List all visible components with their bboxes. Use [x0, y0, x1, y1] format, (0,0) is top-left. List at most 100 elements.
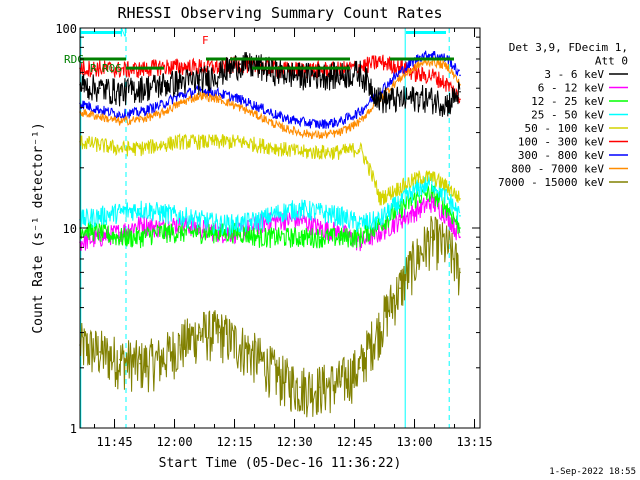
data-point-8-16	[399, 287, 401, 290]
data-point-3-5	[179, 215, 181, 217]
data-point-8-19	[447, 246, 449, 249]
data-point-6-4	[159, 104, 161, 107]
series-line-0	[79, 52, 461, 117]
data-point-6-12	[319, 123, 321, 126]
data-point-3-9	[259, 218, 261, 221]
data-point-1-17	[419, 207, 421, 210]
legend-label-6: 300 - 800 keV	[518, 149, 604, 162]
data-point-0-13	[339, 74, 341, 77]
data-point-0-16	[399, 98, 401, 101]
data-point-6-20	[459, 74, 461, 77]
data-point-0-10	[279, 71, 281, 74]
annotation-1: F	[202, 34, 209, 47]
annotation-3: R	[90, 62, 97, 75]
legend-label-3: 25 - 50 keV	[531, 109, 604, 122]
data-point-0-7	[219, 71, 221, 74]
data-point-5-17	[419, 74, 421, 77]
legend-header-1: Att 0	[595, 55, 628, 68]
data-point-8-5	[179, 344, 181, 346]
data-point-2-2	[119, 236, 121, 238]
series-line-3	[79, 174, 461, 237]
data-point-0-14	[359, 71, 361, 74]
data-point-3-7	[219, 222, 221, 225]
data-point-8-7	[219, 331, 221, 334]
data-point-4-6	[199, 140, 201, 143]
x-tick-label-4: 12:45	[336, 435, 372, 449]
y-axis-label: Count Rate (s⁻¹ detector⁻¹)	[31, 122, 46, 333]
x-tick-label-3: 12:30	[276, 435, 312, 449]
data-point-8-17	[419, 252, 421, 254]
data-point-6-8	[239, 98, 241, 101]
data-point-2-3	[139, 236, 141, 238]
data-point-1-11	[299, 218, 301, 221]
data-point-6-14	[359, 111, 361, 113]
data-point-0-19	[447, 102, 449, 105]
data-point-0-15	[379, 98, 381, 101]
data-point-3-1	[99, 215, 101, 217]
series-line-7	[79, 56, 461, 140]
data-point-3-3	[139, 207, 141, 210]
data-point-7-17	[419, 63, 421, 65]
series-line-6	[79, 50, 461, 130]
x-tick-label-2: 12:15	[216, 435, 252, 449]
data-point-0-11	[299, 74, 301, 77]
data-point-8-14	[359, 366, 361, 369]
legend-label-7: 800 - 7000 keV	[511, 163, 604, 176]
data-point-2-9	[259, 236, 261, 238]
data-point-1-18	[431, 201, 433, 203]
data-point-8-18	[431, 236, 433, 238]
data-point-5-16	[399, 65, 401, 68]
legend-label-0: 3 - 6 keV	[544, 68, 604, 81]
data-point-8-11	[299, 386, 301, 388]
x-tick-label-5: 13:00	[396, 435, 432, 449]
data-point-4-1	[99, 144, 101, 146]
y-tick-label-1: 10	[63, 222, 77, 236]
data-point-3-19	[447, 197, 449, 200]
data-point-0-17	[419, 96, 421, 99]
data-point-6-18	[431, 53, 433, 55]
data-point-3-8	[239, 222, 241, 225]
data-point-4-12	[319, 151, 321, 153]
data-point-1-3	[139, 222, 141, 225]
data-point-2-6	[199, 231, 201, 234]
data-point-4-19	[447, 186, 449, 188]
legend-label-1: 6 - 12 keV	[538, 82, 605, 95]
data-point-3-15	[379, 218, 381, 221]
data-point-8-9	[259, 358, 261, 361]
data-point-8-4	[159, 358, 161, 361]
data-point-8-20	[459, 271, 461, 274]
data-point-1-10	[279, 218, 281, 221]
data-point-6-9	[259, 106, 261, 109]
data-point-6-1	[99, 108, 101, 111]
data-point-4-15	[379, 197, 381, 200]
data-point-7-14	[359, 120, 361, 123]
data-point-7-2	[119, 120, 121, 123]
annotation-4: R06	[102, 62, 122, 75]
data-point-1-2	[119, 231, 121, 234]
data-point-1-15	[379, 231, 381, 234]
data-point-4-20	[459, 197, 461, 200]
data-point-2-1	[99, 231, 101, 234]
x-tick-label-0: 11:45	[96, 435, 132, 449]
data-point-5-5	[179, 65, 181, 68]
footer-timestamp: 1-Sep-2022 18:55	[549, 467, 636, 477]
y-tick-label-0: 1	[70, 422, 77, 436]
data-point-4-16	[399, 186, 401, 188]
data-point-3-20	[459, 215, 461, 217]
data-point-4-7	[219, 140, 221, 143]
data-point-5-1	[99, 67, 101, 69]
data-point-8-15	[379, 326, 381, 328]
data-point-4-9	[259, 144, 261, 146]
data-point-3-6	[199, 218, 201, 221]
data-point-7-6	[199, 94, 201, 97]
data-point-2-4	[159, 231, 161, 234]
annotation-2: RDC	[64, 53, 84, 66]
data-point-4-3	[139, 147, 141, 150]
data-point-5-6	[199, 65, 201, 68]
data-point-2-19	[447, 207, 449, 210]
series-line-8	[79, 215, 461, 418]
data-point-0-1	[99, 87, 101, 90]
chart-title: RHESSI Observing Summary Count Rates	[117, 4, 442, 22]
data-point-6-6	[199, 89, 201, 91]
